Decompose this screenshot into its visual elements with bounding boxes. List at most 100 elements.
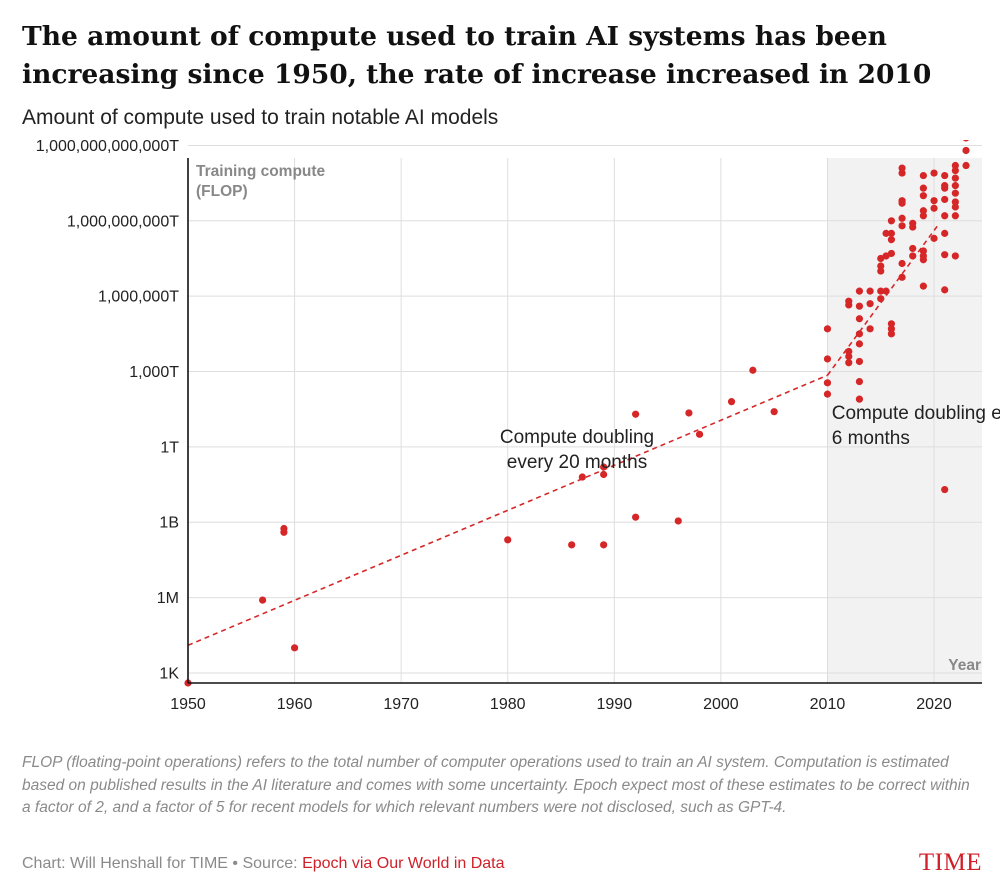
data-point <box>887 229 896 237</box>
annotations: Compute doubling every 20 months Compute d… <box>500 403 1000 473</box>
y-tick-label: 1T <box>160 439 179 456</box>
data-point <box>951 182 959 190</box>
annotation-text: Compute doubling every <box>832 403 1000 424</box>
data-point <box>578 473 586 481</box>
data-point <box>898 199 906 207</box>
data-point <box>887 330 896 338</box>
data-point <box>951 203 959 211</box>
data-point <box>866 300 874 308</box>
data-point <box>600 541 608 549</box>
data-point <box>749 366 757 374</box>
annotation-text: Compute doubling <box>500 427 654 448</box>
data-point <box>280 528 288 536</box>
x-tick-label: 1990 <box>597 696 633 713</box>
data-point <box>290 644 299 652</box>
data-point <box>674 517 682 525</box>
data-point <box>898 169 906 177</box>
data-point <box>941 195 949 204</box>
annotation-text: every 20 months <box>507 452 647 473</box>
data-point <box>930 234 938 242</box>
data-point <box>919 171 927 180</box>
data-point <box>685 409 693 417</box>
data-point <box>930 204 938 212</box>
source-link[interactable]: Epoch via Our World in Data <box>302 855 505 872</box>
axis-labels: Training compute (FLOP) Year <box>196 163 981 674</box>
data-point <box>941 286 949 294</box>
data-point <box>919 282 927 290</box>
data-point <box>504 536 512 544</box>
x-tick-label: 1960 <box>277 696 313 713</box>
data-point <box>845 301 853 309</box>
data-point <box>963 140 969 142</box>
source-credit: Chart: Will Henshall for TIME • Source: … <box>22 855 505 873</box>
x-tick-label: 1980 <box>490 696 526 713</box>
data-point <box>882 287 890 295</box>
data-point <box>632 410 640 418</box>
data-point <box>600 463 608 471</box>
data-point <box>823 390 832 398</box>
data-point <box>909 252 917 260</box>
data-point <box>898 222 906 230</box>
x-axis-label: Year <box>948 657 981 674</box>
data-point <box>877 267 885 275</box>
data-points <box>184 140 970 687</box>
data-point <box>823 325 832 333</box>
data-point <box>877 295 885 303</box>
data-point <box>898 259 906 268</box>
data-point <box>930 197 938 205</box>
data-point <box>951 161 959 170</box>
data-point <box>770 408 778 416</box>
x-tick-label: 1950 <box>170 696 206 713</box>
y-tick-label: 1K <box>159 665 179 682</box>
footnote: FLOP (floating-point operations) refers … <box>22 754 970 816</box>
data-point <box>855 330 864 338</box>
data-point <box>855 377 864 386</box>
data-point <box>845 347 853 356</box>
x-tick-label: 2000 <box>703 696 739 713</box>
data-point <box>855 357 864 366</box>
data-point <box>909 223 917 231</box>
data-point <box>695 430 704 438</box>
scatter-chart: 1950 1960 1970 1980 1990 2000 2010 2020 1K 1M 1B 1T… <box>36 140 1000 713</box>
data-point <box>941 212 949 220</box>
chart-title: The amount of compute used to train AI s… <box>22 21 932 90</box>
data-point <box>909 244 917 253</box>
gridlines <box>188 144 982 683</box>
data-point <box>941 229 949 237</box>
data-point <box>898 164 906 172</box>
data-point <box>919 192 927 200</box>
data-point <box>823 355 832 363</box>
data-point <box>855 287 864 295</box>
data-point <box>951 166 959 175</box>
data-point <box>259 596 267 604</box>
data-point <box>877 287 885 295</box>
data-point <box>941 251 949 259</box>
data-point <box>866 325 874 333</box>
y-tick-label: 1B <box>159 515 179 532</box>
data-point <box>845 352 853 361</box>
data-point <box>568 541 576 549</box>
x-tick-label: 2010 <box>810 696 846 713</box>
data-point <box>919 256 927 264</box>
data-point <box>882 229 890 237</box>
data-point <box>951 174 959 182</box>
data-point <box>919 247 927 255</box>
y-axis-label: Training compute <box>196 163 326 180</box>
data-point <box>898 214 906 222</box>
data-point <box>823 379 832 387</box>
post-2010-shaded-region <box>827 158 982 683</box>
y-tick-label: 1,000T <box>129 364 179 381</box>
y-axis-label: (FLOP) <box>196 183 248 200</box>
axes <box>187 158 982 684</box>
x-tick-label: 1970 <box>383 696 419 713</box>
data-point <box>898 273 906 281</box>
data-point <box>962 146 970 155</box>
data-point <box>951 212 959 220</box>
tick-labels: 1950 1960 1970 1980 1990 2000 2010 2020 1K 1M 1B 1T… <box>36 140 952 713</box>
data-point <box>855 315 864 323</box>
y-tick-label: 1M <box>157 590 179 607</box>
credit-text: Chart: Will Henshall for TIME • Source: <box>22 855 303 872</box>
data-point <box>919 207 927 215</box>
data-point <box>951 189 959 197</box>
data-point <box>930 169 938 177</box>
